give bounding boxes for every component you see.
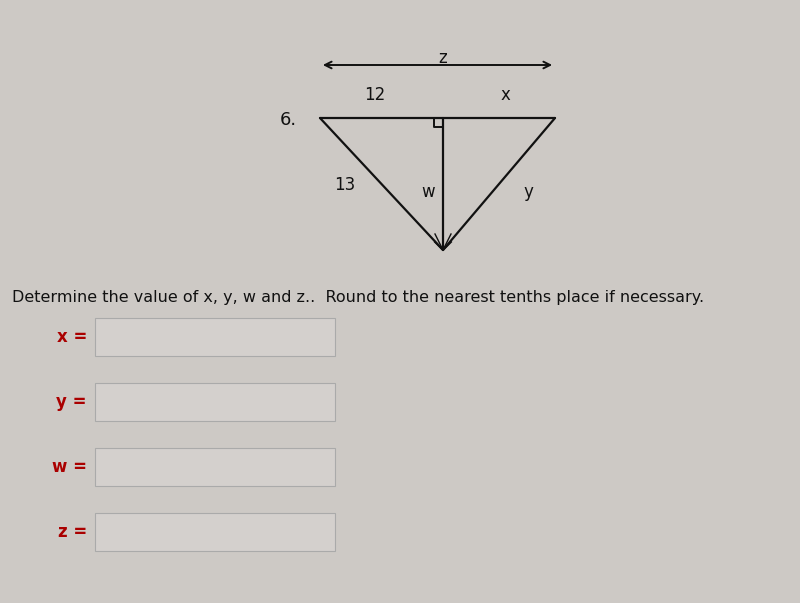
- Bar: [95, 513, 335, 551]
- Text: z: z: [438, 49, 447, 67]
- Text: w: w: [421, 183, 435, 201]
- Text: z =: z =: [58, 523, 87, 541]
- Text: 12: 12: [364, 86, 386, 104]
- Text: y =: y =: [57, 393, 87, 411]
- Text: y: y: [523, 183, 533, 201]
- Text: 6.: 6.: [280, 111, 297, 129]
- Text: Determine the value of x, y, w and z..  Round to the nearest tenths place if nec: Determine the value of x, y, w and z.. R…: [12, 290, 704, 305]
- Bar: [95, 448, 335, 486]
- Text: x: x: [500, 86, 510, 104]
- Text: w =: w =: [52, 458, 87, 476]
- Text: 13: 13: [334, 176, 356, 194]
- Bar: [95, 383, 335, 421]
- Bar: [95, 318, 335, 356]
- Text: x =: x =: [57, 328, 87, 346]
